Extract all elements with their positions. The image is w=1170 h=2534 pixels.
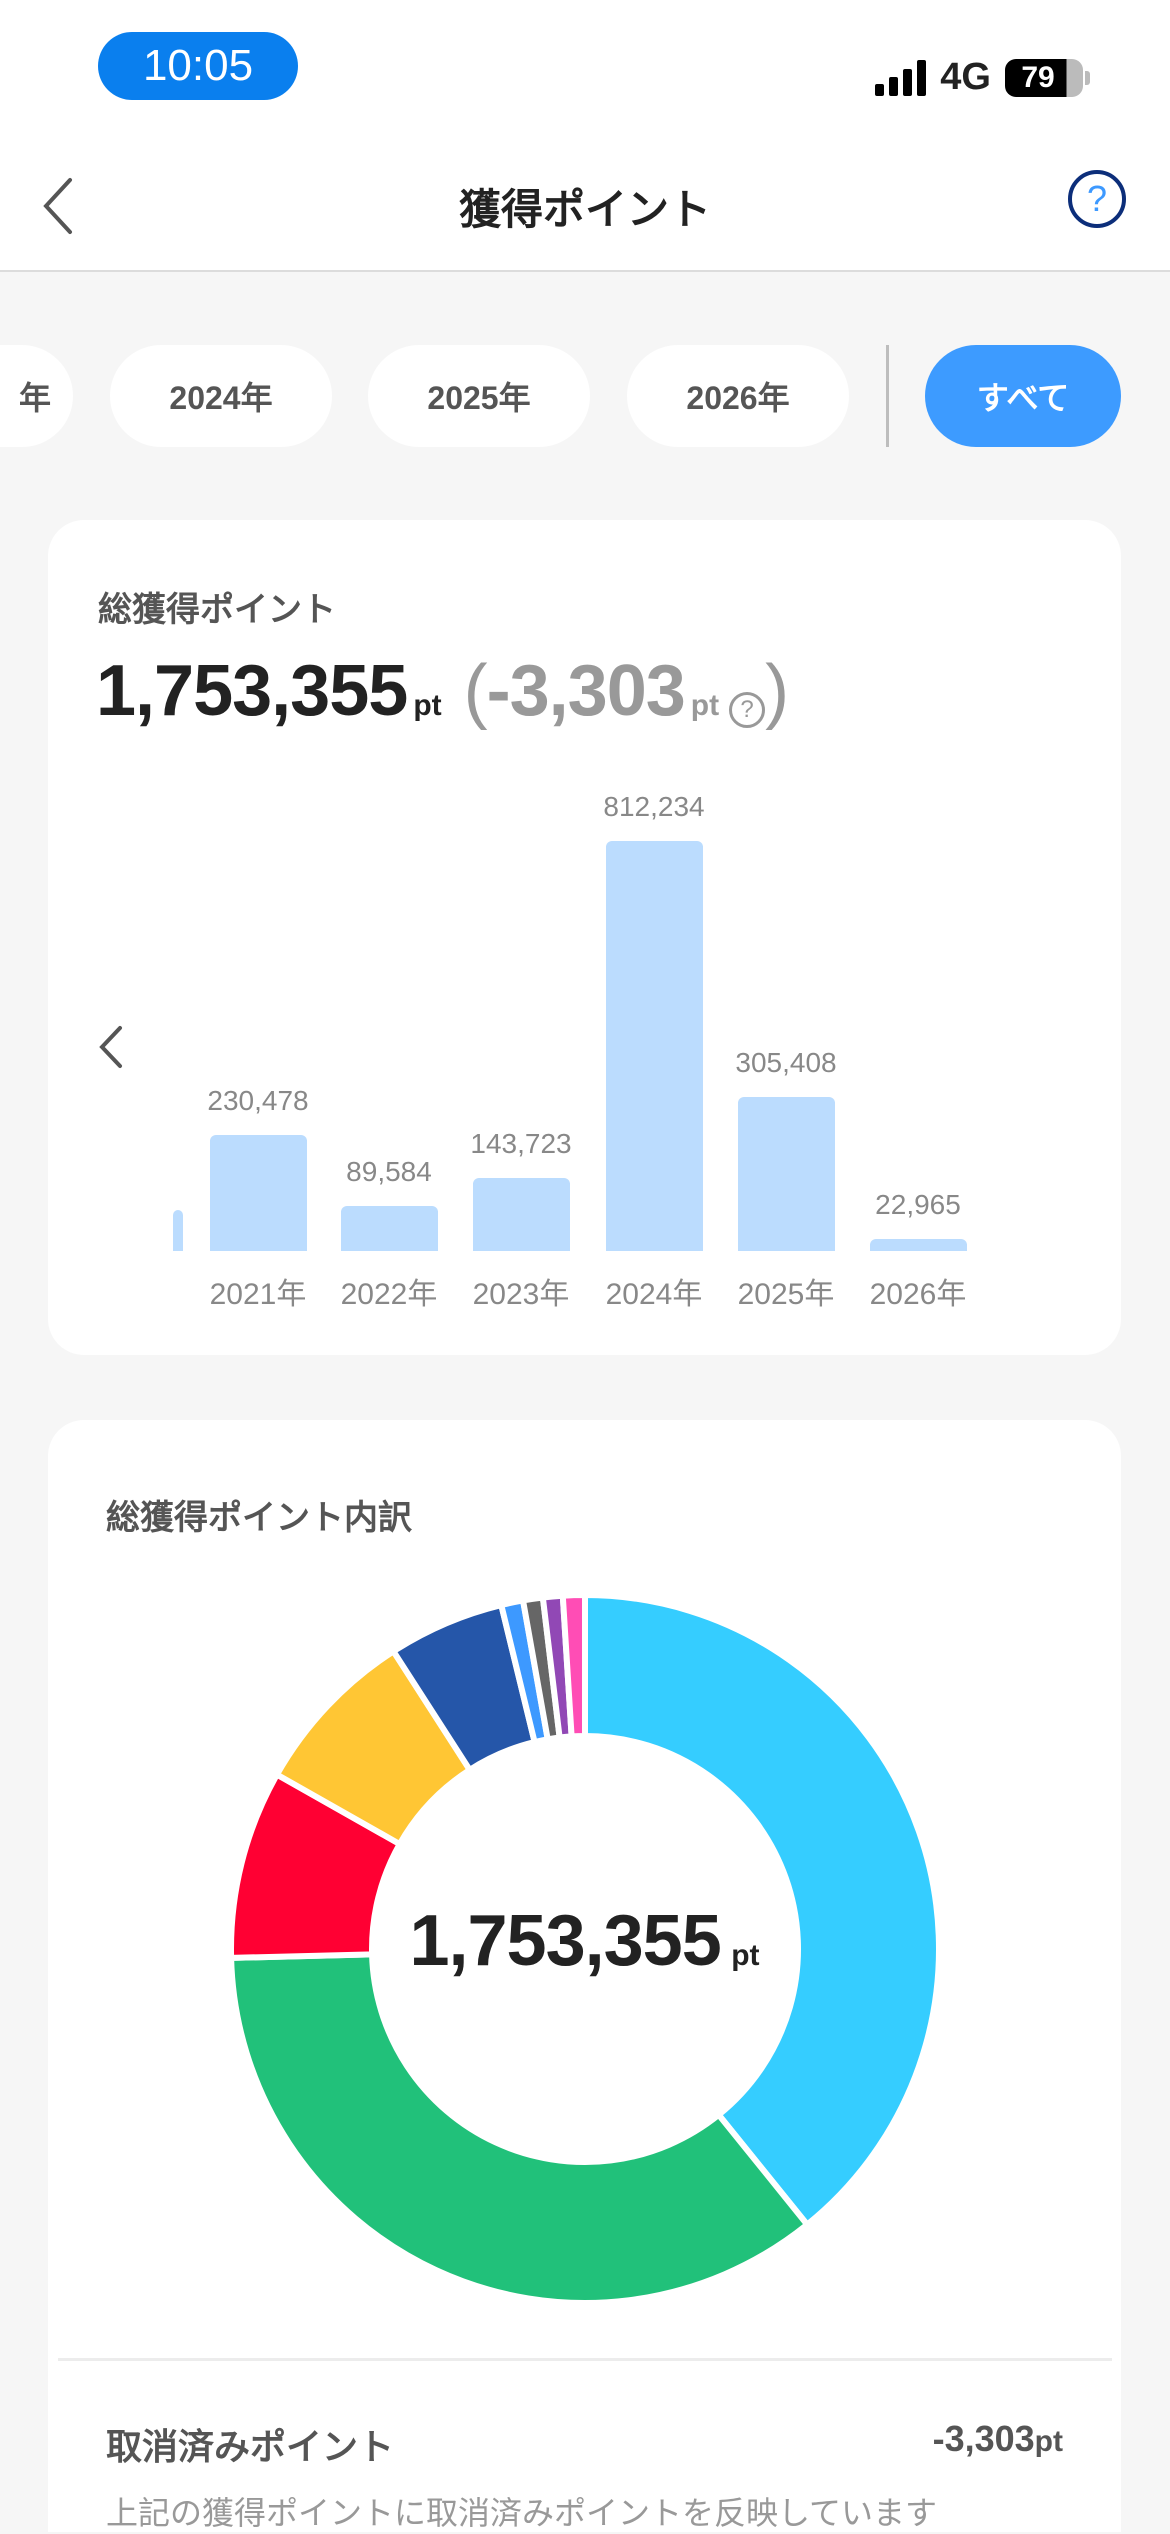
bar-value-label: 230,478 [207,1084,309,1116]
help-icon[interactable]: ? [729,692,766,728]
cancel-value-number: -3,303 [932,2418,1035,2459]
divider [58,2358,1112,2361]
bar-value-label: 89,584 [346,1155,432,1187]
bar-2025年[interactable] [738,1096,835,1251]
year-tabs: 年 2024年 2025年 2026年 すべて [0,345,1170,447]
donut-slice [559,1591,588,1740]
page-title: 獲得ポイント [458,186,711,233]
yearly-bar-chart: 230,478 2021年 89,584 2022年 143,723 2023年 812,2… [48,520,1121,1355]
bar-2023年[interactable] [473,1178,570,1251]
donut-slice [582,1591,942,2229]
help-button[interactable]: ? [1068,170,1126,228]
back-button[interactable] [38,176,88,236]
tab-2025[interactable]: 2025年 [368,345,590,447]
cancelled-points-value: -3,303pt [933,2418,1063,2460]
bar-category-label: 2021年 [209,1278,307,1311]
battery-icon: 79 [1005,58,1090,97]
bar-2024年[interactable] [606,841,703,1251]
network-type: 4G [940,56,991,98]
bar-value-label: 812,234 [603,791,705,822]
tab-divider [886,345,889,447]
card-title: 総獲得ポイント内訳 [106,1499,412,1537]
bar-value-label: 143,723 [470,1128,572,1160]
paren-open: ( [463,651,488,731]
center-total-value: 1,753,355 [409,1901,721,1981]
total-value: 1,753,355 [96,651,408,731]
bar-value-label: 22,965 [875,1189,961,1221]
bar-partial [173,1210,183,1251]
bar-2026年[interactable] [870,1239,967,1251]
bar-2021年[interactable] [210,1134,307,1251]
bar-category-label: 2026年 [869,1278,967,1311]
tab-2026[interactable]: 2026年 [627,345,849,447]
tab-2024[interactable]: 2024年 [110,345,332,447]
bar-2022年[interactable] [341,1205,438,1251]
breakdown-donut-chart [228,1591,942,2306]
status-icons: 4G 79 [875,56,1090,99]
status-time: 10:05 [98,32,298,100]
total-unit: pt [413,689,442,722]
bar-value-label: 305,408 [735,1046,837,1078]
donut-slice [228,1951,812,2306]
center-total-unit: pt [731,1939,760,1972]
chart-scroll-left-button[interactable] [96,1022,126,1072]
tab-year-partial[interactable]: 年 [0,345,73,447]
top-bar: 10:05 4G 79 獲得ポイント ? [0,0,1170,272]
cancelled-unit: pt [690,689,720,722]
paren-close: ) [765,651,789,731]
bar-category-label: 2022年 [340,1278,438,1311]
cancel-value-unit: pt [1034,2425,1063,2458]
breakdown-card: 総獲得ポイント内訳 1,753,355 pt 取消済みポイント -3,303pt… [48,1420,1121,2532]
cancelled-note: 上記の獲得ポイントに取消済みポイントを反映しています [106,2495,938,2531]
total-points-card: 総獲得ポイント 1,753,355 pt ( -3,303 pt ? ) 230… [48,520,1121,1355]
signal-icon [875,59,927,96]
cancelled-value: -3,303 [486,651,686,731]
bar-category-label: 2023年 [472,1278,570,1311]
cancelled-points-label: 取消済みポイント [106,2426,395,2467]
bar-category-label: 2024年 [605,1278,703,1311]
card-title: 総獲得ポイント [98,591,336,629]
total-points: 1,753,355 pt ( -3,303 pt ? ) [96,650,789,732]
tab-all[interactable]: すべて [925,345,1121,447]
battery-level: 79 [1005,58,1083,97]
donut-center-total: 1,753,355 pt [48,1900,1121,1982]
bar-category-label: 2025年 [737,1278,835,1311]
